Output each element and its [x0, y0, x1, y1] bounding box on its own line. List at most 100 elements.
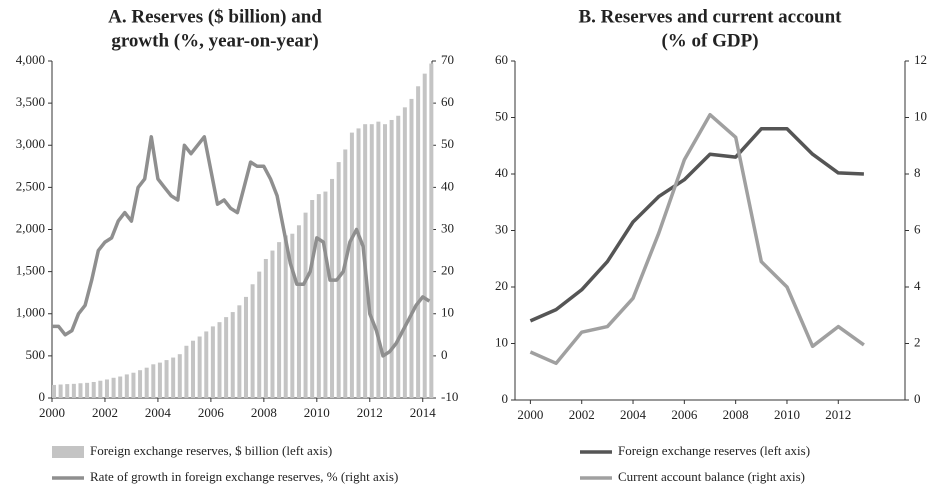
bar [171, 357, 176, 398]
bar [270, 250, 275, 398]
bar [104, 379, 109, 398]
bar [191, 340, 196, 398]
y-tick-label: 10 [495, 334, 508, 349]
x-tick-label: 2010 [774, 407, 800, 422]
bar [283, 235, 288, 398]
x-tick-label: 2012 [825, 407, 851, 422]
y-tick-label: 40 [495, 165, 508, 180]
bar [118, 376, 123, 398]
y2-tick-label: 0 [441, 347, 448, 362]
legend-label: Current account balance (right axis) [618, 469, 805, 484]
bar [85, 382, 90, 398]
bar [71, 383, 76, 398]
bar [277, 242, 282, 398]
y-tick-label: 50 [495, 108, 508, 123]
bar [376, 121, 381, 398]
bar [217, 322, 222, 398]
y2-tick-label: 4 [914, 278, 921, 293]
bar [369, 124, 374, 398]
bar [250, 284, 255, 398]
bar [111, 377, 116, 398]
bar [52, 384, 56, 398]
bar [429, 63, 434, 399]
legend-label: Foreign exchange reserves (left axis) [618, 443, 810, 458]
y2-tick-label: 6 [914, 221, 921, 236]
line [529, 127, 864, 323]
bar [243, 296, 248, 398]
bar [78, 383, 83, 398]
y-tick-label: 3,500 [16, 94, 45, 109]
bar [263, 258, 268, 398]
x-tick-label: 2010 [304, 405, 330, 420]
bar [58, 384, 63, 398]
y2-tick-label: 0 [914, 391, 921, 406]
bar [349, 132, 354, 399]
y-tick-label: 1,000 [16, 305, 45, 320]
x-tick-label: 2006 [671, 407, 698, 422]
y-tick-label: 500 [26, 347, 46, 362]
y-tick-label: 30 [495, 221, 508, 236]
bar [204, 331, 209, 398]
chart-title: A. Reserves ($ billion) and [108, 6, 322, 27]
x-tick-label: 2004 [145, 405, 172, 420]
bar [230, 312, 235, 398]
bar [389, 119, 394, 398]
bar [91, 381, 96, 398]
bar [177, 354, 182, 398]
legend-swatch [52, 446, 84, 458]
bar [422, 73, 427, 398]
y2-tick-label: 10 [914, 108, 927, 123]
bar [138, 370, 143, 398]
bar [65, 384, 70, 398]
bar [151, 364, 156, 398]
chart-title: growth (%, year-on-year) [111, 30, 318, 51]
bar [402, 107, 407, 399]
bar [303, 212, 308, 398]
bar [409, 98, 414, 398]
bar [237, 305, 242, 398]
y2-tick-label: 8 [914, 165, 921, 180]
bar [310, 200, 315, 398]
y2-tick-label: 20 [441, 263, 454, 278]
bar [164, 360, 169, 398]
bar [224, 317, 229, 398]
legend-label: Rate of growth in foreign exchange reser… [90, 469, 398, 484]
x-tick-label: 2006 [198, 405, 225, 420]
y2-tick-label: 2 [914, 334, 921, 349]
bar [124, 374, 129, 398]
y2-tick-label: 50 [441, 136, 454, 151]
y2-tick-label: 60 [441, 94, 454, 109]
y2-tick-label: 12 [914, 52, 927, 67]
y2-tick-label: 30 [441, 220, 454, 235]
y-tick-label: 3,000 [16, 136, 45, 151]
bar [296, 225, 301, 398]
y-tick-label: 4,000 [16, 52, 45, 67]
y-tick-label: 60 [495, 52, 508, 67]
bar [184, 345, 189, 398]
y2-tick-label: 40 [441, 178, 454, 193]
x-tick-label: 2012 [357, 405, 383, 420]
chart-title: (% of GDP) [661, 30, 758, 51]
y-tick-label: 0 [502, 391, 509, 406]
y2-tick-label: 70 [441, 52, 454, 67]
bar [290, 233, 295, 398]
bar [157, 362, 162, 398]
y-tick-label: 0 [39, 389, 46, 404]
bar [383, 124, 388, 398]
line [529, 112, 865, 366]
x-tick-label: 2008 [251, 405, 277, 420]
bar [131, 372, 136, 398]
bar [316, 194, 321, 398]
bar [356, 128, 361, 398]
x-tick-label: 2002 [569, 407, 595, 422]
x-tick-label: 2004 [620, 407, 647, 422]
line [52, 135, 431, 358]
x-tick-label: 2002 [92, 405, 118, 420]
x-tick-label: 2008 [723, 407, 749, 422]
x-tick-label: 2014 [410, 405, 437, 420]
y2-tick-label: 10 [441, 305, 454, 320]
bar [197, 336, 202, 398]
x-tick-label: 2000 [517, 407, 543, 422]
